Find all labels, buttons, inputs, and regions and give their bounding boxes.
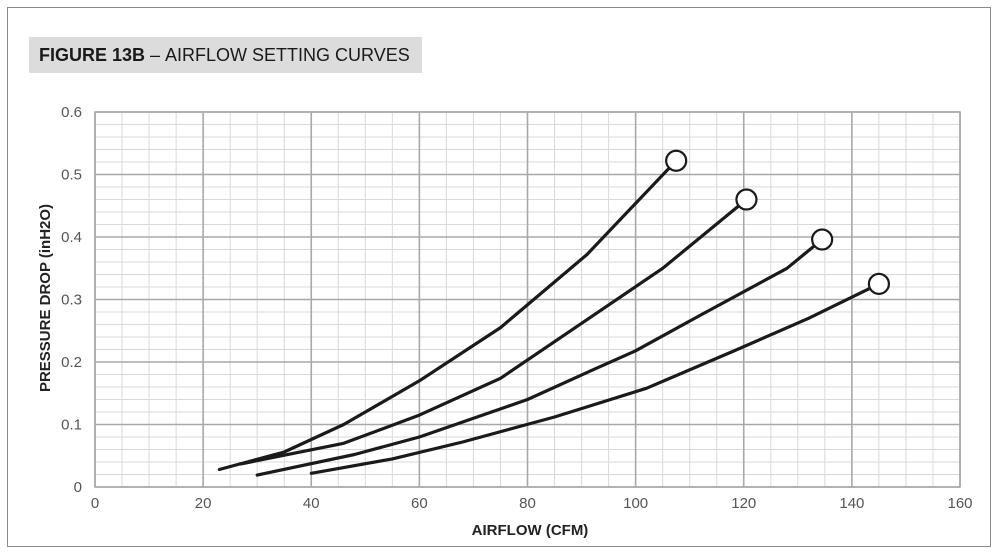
- title-separator: –: [145, 44, 166, 65]
- x-tick-label: 20: [195, 495, 212, 512]
- y-tick-label: 0.2: [61, 354, 82, 371]
- y-tick-label: 0.4: [61, 229, 82, 246]
- series-line-1: [217, 159, 678, 472]
- x-tick-label: 120: [731, 495, 756, 512]
- series-end-marker-2: [735, 188, 758, 211]
- x-tick-label: 0: [91, 495, 99, 512]
- x-tick-labels: 0 20 40 60 80 100 120 140 160: [91, 495, 973, 512]
- series-end-marker-3: [811, 228, 834, 251]
- y-axis-title: PRESSURE DROP (inH2O): [37, 204, 54, 392]
- major-gridlines: [94, 111, 961, 488]
- y-tick-label: 0.6: [61, 104, 82, 121]
- x-tick-label: 80: [519, 495, 536, 512]
- y-tick-label: 0.1: [61, 417, 82, 434]
- x-tick-label: 100: [623, 495, 648, 512]
- series-end-marker-4: [867, 272, 891, 295]
- y-tick-label: 0: [74, 479, 82, 496]
- y-tick-labels: 0 0.1 0.2 0.3 0.4 0.5 0.6: [61, 104, 82, 496]
- y-tick-label: 0.3: [61, 292, 82, 309]
- figure-title-bar: FIGURE 13B – AIRFLOW SETTING CURVES: [29, 37, 422, 73]
- series-end-marker-1: [665, 149, 688, 172]
- figure-title: AIRFLOW SETTING CURVES: [165, 44, 410, 65]
- figure-frame: [7, 7, 991, 547]
- series-layer: [217, 149, 891, 477]
- x-axis-title: AIRFLOW (CFM): [472, 522, 589, 539]
- y-tick-label: 0.5: [61, 167, 82, 184]
- series-line-4: [309, 282, 881, 475]
- x-tick-label: 160: [947, 495, 972, 512]
- plot-area-border: [94, 111, 961, 488]
- figure-number: FIGURE 13B: [39, 44, 146, 65]
- series-line-3: [255, 237, 824, 477]
- series-line-2: [239, 197, 749, 466]
- x-tick-label: 60: [411, 495, 428, 512]
- x-tick-label: 40: [303, 495, 320, 512]
- x-tick-label: 140: [839, 495, 864, 512]
